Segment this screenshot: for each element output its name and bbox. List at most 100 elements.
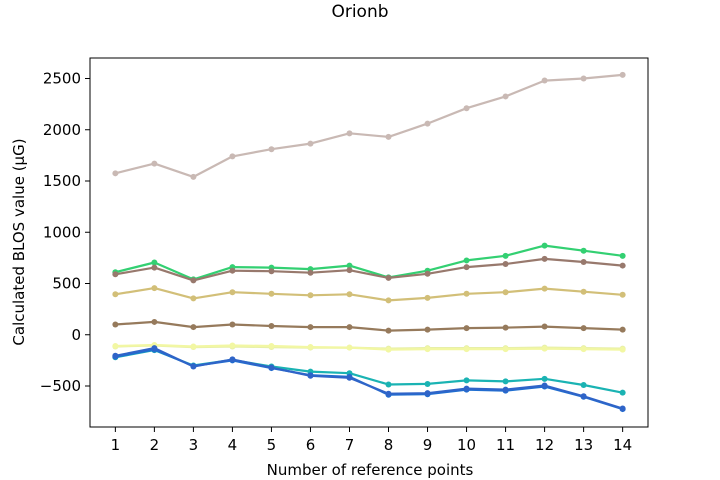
data-point (151, 318, 158, 325)
data-point (463, 377, 470, 384)
data-point (619, 291, 626, 298)
data-point (229, 321, 236, 328)
data-point (385, 297, 392, 304)
series-line (115, 343, 623, 351)
data-point (307, 269, 314, 276)
data-point (502, 261, 509, 268)
data-point (268, 343, 275, 350)
data-point (229, 267, 236, 274)
data-point (190, 324, 197, 331)
series-7 (112, 342, 626, 353)
series-10 (112, 345, 626, 412)
data-point (112, 352, 119, 359)
data-point (502, 93, 509, 100)
x-tick-label: 11 (496, 436, 515, 454)
data-point (541, 77, 548, 84)
data-point (424, 120, 431, 127)
data-point (541, 382, 548, 389)
data-point (346, 262, 353, 269)
data-point (463, 325, 470, 332)
data-point (307, 372, 314, 379)
data-point (580, 346, 587, 353)
data-point (229, 342, 236, 349)
data-point (424, 326, 431, 333)
series-1 (112, 71, 626, 180)
y-tick-label: 0 (71, 326, 81, 344)
series-line (115, 244, 623, 281)
data-point (151, 264, 158, 271)
data-point (541, 255, 548, 262)
y-tick-label: 2500 (43, 70, 81, 88)
series-layer (112, 71, 626, 413)
data-point (619, 252, 626, 259)
x-tick-label: 13 (574, 436, 593, 454)
data-point (346, 291, 353, 298)
data-point (307, 344, 314, 351)
x-tick-label: 14 (613, 436, 632, 454)
data-point (502, 289, 509, 296)
series-line (115, 320, 623, 332)
data-point (151, 160, 158, 167)
data-point (541, 375, 548, 382)
data-point (190, 173, 197, 180)
y-tick-label: −500 (40, 377, 81, 395)
data-point (229, 289, 236, 296)
data-point (580, 258, 587, 265)
x-axis-label: Number of reference points (266, 461, 474, 479)
data-point (151, 285, 158, 292)
data-point (463, 385, 470, 392)
data-point (463, 290, 470, 297)
series-4 (112, 285, 626, 304)
data-point (346, 374, 353, 381)
data-point (580, 288, 587, 295)
x-tick-label: 1 (111, 436, 121, 454)
x-tick-label: 3 (189, 436, 199, 454)
data-point (619, 405, 626, 412)
data-point (424, 380, 431, 387)
data-point (502, 252, 509, 259)
x-tick-label: 8 (384, 436, 394, 454)
data-point (112, 271, 119, 278)
data-point (424, 294, 431, 301)
series-line (115, 73, 623, 178)
data-point (619, 389, 626, 396)
data-point (268, 364, 275, 371)
data-point (424, 270, 431, 277)
x-tick-label: 4 (228, 436, 238, 454)
data-point (463, 346, 470, 353)
data-point (619, 71, 626, 78)
data-point (385, 274, 392, 281)
data-point (112, 170, 119, 177)
data-point (541, 242, 548, 249)
data-point (268, 268, 275, 275)
data-point (346, 130, 353, 137)
data-point (502, 386, 509, 393)
y-tick-label: 1500 (43, 172, 81, 190)
data-point (541, 285, 548, 292)
y-tick-label: 1000 (43, 223, 81, 241)
plot-frame (89, 57, 649, 428)
data-point (229, 153, 236, 160)
data-point (463, 264, 470, 271)
data-point (580, 393, 587, 400)
data-point (190, 277, 197, 284)
data-point (580, 75, 587, 82)
data-point (502, 378, 509, 385)
x-tick-label: 6 (306, 436, 316, 454)
data-point (619, 346, 626, 353)
x-tick-label: 7 (345, 436, 355, 454)
series-2 (112, 242, 626, 283)
data-point (151, 345, 158, 352)
data-point (541, 345, 548, 352)
x-tick-label: 12 (535, 436, 554, 454)
data-point (463, 257, 470, 264)
series-line (115, 347, 623, 410)
data-point (229, 356, 236, 363)
data-point (619, 262, 626, 269)
data-point (385, 381, 392, 388)
series-line (115, 257, 623, 282)
data-point (385, 327, 392, 334)
data-point (307, 140, 314, 147)
data-point (190, 343, 197, 350)
